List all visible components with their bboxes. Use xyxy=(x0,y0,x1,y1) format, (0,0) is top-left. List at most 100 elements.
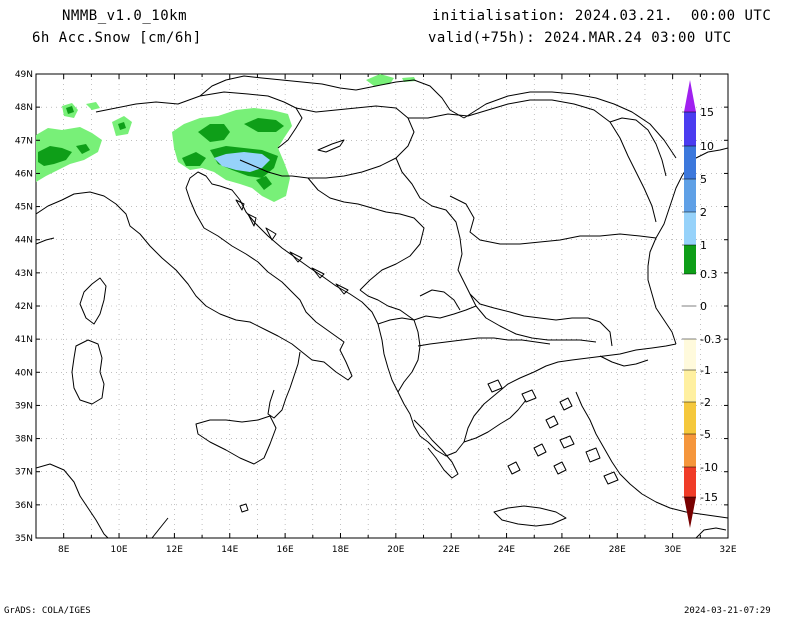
lon-label: 18E xyxy=(332,545,349,555)
border-kosovo xyxy=(419,289,461,311)
lon-label: 32E xyxy=(719,545,736,555)
lat-label: 36N xyxy=(15,501,33,511)
lat-lon-grid xyxy=(36,74,728,538)
colorbar-label: 2 xyxy=(700,206,707,219)
lon-label: 22E xyxy=(443,545,460,555)
colorbar-swatch xyxy=(684,245,696,274)
colorbar-swatch xyxy=(684,179,696,212)
colorbar-label: -2 xyxy=(700,396,711,409)
lat-label: 46N xyxy=(15,169,33,179)
lon-label: 10E xyxy=(110,545,127,555)
colorbar-label: 0 xyxy=(700,300,707,313)
coast-malta xyxy=(239,503,249,513)
colorbar-swatch xyxy=(684,402,696,434)
border-serbia xyxy=(395,157,477,307)
colorbar-label: 0.3 xyxy=(700,268,718,281)
coast-turkey xyxy=(575,391,728,519)
axis-ticks xyxy=(35,73,729,539)
lon-label: 20E xyxy=(387,545,404,555)
footer-left: GrADS: COLA/IGES xyxy=(4,606,91,616)
snow-area-tirol xyxy=(86,102,100,110)
coast-marmara xyxy=(599,355,649,367)
colorbar-swatch xyxy=(684,339,696,370)
lat-label: 42N xyxy=(15,302,33,312)
border-hungary xyxy=(291,105,415,179)
coast-sicily xyxy=(195,415,277,465)
colorbar-label: 10 xyxy=(700,140,714,153)
field-name: 6h Acc.Snow [cm/6h] xyxy=(32,30,202,46)
border-germany-czech xyxy=(199,75,357,97)
lat-label: 41N xyxy=(15,335,33,345)
coast-cyprus-edge xyxy=(695,527,727,538)
border-albania xyxy=(377,317,421,393)
colorbar-swatch xyxy=(684,467,696,497)
colorbar-arrow-top xyxy=(684,80,696,112)
colorbar-label: 15 xyxy=(700,106,714,119)
colorbar-label: -5 xyxy=(700,428,711,441)
lat-label: 44N xyxy=(15,236,33,246)
colorbar-label: -15 xyxy=(700,491,718,504)
border-bosnia xyxy=(307,177,425,291)
valid-time: valid(+75h): 2024.MAR.24 03:00 UTC xyxy=(428,30,732,46)
border-romania xyxy=(408,99,657,223)
lat-label: 48N xyxy=(15,103,33,113)
coast-adriatic-islands xyxy=(235,199,349,295)
border-ukraine xyxy=(463,91,677,159)
colorbar-swatch xyxy=(684,370,696,402)
border-bulgaria-greece xyxy=(475,305,597,343)
lat-label: 37N xyxy=(15,468,33,478)
lon-label: 14E xyxy=(221,545,238,555)
snow-area-swiss-dark xyxy=(118,122,126,130)
coast-sardinia xyxy=(71,339,105,405)
snow-area-eastern-alps-dark-2 xyxy=(244,118,284,132)
lat-label: 35N xyxy=(15,534,33,544)
lat-label: 38N xyxy=(15,435,33,445)
coast-calabria xyxy=(267,351,301,419)
snow-area-west-alps-dark xyxy=(38,146,72,166)
colorbar: 15 10 5 2 1 0.3 0 -0.3 -1 -2 -5 -10 -15 xyxy=(682,80,721,528)
lon-label: 30E xyxy=(664,545,681,555)
longitude-labels: 8E 10E 12E 14E 16E 18E 20E 22E 24E 26E 28E 30E 32E xyxy=(58,545,737,555)
init-time: initialisation: 2024.03.21. 00:00 UTC xyxy=(432,8,772,24)
coast-italy xyxy=(36,171,353,381)
border-slovakia-ukraine xyxy=(355,79,465,119)
lon-label: 12E xyxy=(166,545,183,555)
snow-area-eastern-alps-dark-1 xyxy=(198,124,230,142)
coastlines-borders xyxy=(36,75,728,538)
coast-greece-west xyxy=(397,391,527,457)
colorbar-swatch-zero xyxy=(684,274,696,339)
colorbar-label: -10 xyxy=(700,461,718,474)
colorbar-swatch xyxy=(684,434,696,467)
lon-label: 24E xyxy=(498,545,515,555)
coast-peloponnese xyxy=(413,419,459,479)
border-montenegro xyxy=(359,289,415,321)
colorbar-swatch xyxy=(684,212,696,245)
border-austria xyxy=(95,91,303,149)
colorbar-arrow-bottom xyxy=(684,497,696,528)
lon-label: 26E xyxy=(553,545,570,555)
colorbar-label: 1 xyxy=(700,239,707,252)
lat-label: 45N xyxy=(15,203,33,213)
border-greece-north xyxy=(417,337,551,347)
footer-right: 2024-03-21-07:29 xyxy=(684,606,771,616)
snow-area-slovenia xyxy=(256,176,272,190)
lake-balaton xyxy=(317,139,345,153)
border-slovenia xyxy=(239,159,292,177)
border-macedonia xyxy=(413,305,477,321)
lon-label: 16E xyxy=(277,545,294,555)
lat-label: 49N xyxy=(15,70,33,80)
lat-label: 40N xyxy=(15,368,33,378)
border-moldova xyxy=(609,117,667,177)
coast-libya xyxy=(151,517,169,538)
latitude-labels: 49N 48N 47N 46N 45N 44N 43N 42N 41N 40N 39N 38N 37N 3… xyxy=(15,70,33,544)
snow-area-slovakia xyxy=(366,74,394,86)
coast-corsica xyxy=(79,277,107,325)
colorbar-swatch xyxy=(684,112,696,146)
lat-label: 43N xyxy=(15,269,33,279)
coast-tunisia xyxy=(36,463,109,538)
colorbar-label: 5 xyxy=(700,173,707,186)
border-bulgaria xyxy=(469,293,613,347)
snow-field xyxy=(36,74,416,202)
coast-aegean-islands xyxy=(487,379,619,485)
snow-area-eastern-alps-dark-3 xyxy=(182,152,206,166)
